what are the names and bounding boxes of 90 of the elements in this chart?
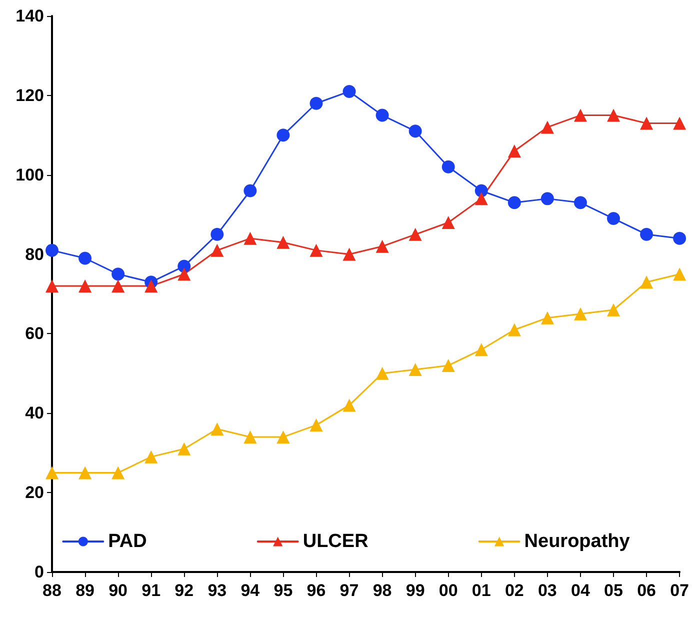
point xyxy=(112,268,125,281)
point xyxy=(310,244,323,257)
point xyxy=(607,212,620,226)
point xyxy=(574,307,587,320)
point xyxy=(210,422,224,436)
x-tick-label: 98 xyxy=(372,581,392,600)
y-tick-label: 140 xyxy=(16,6,44,26)
point xyxy=(474,192,488,206)
y-tick-label: 60 xyxy=(25,324,44,344)
x-tick-label: 89 xyxy=(76,581,94,600)
point xyxy=(78,466,92,480)
point xyxy=(442,358,455,372)
point xyxy=(244,232,257,245)
x-tick-label: 01 xyxy=(472,581,491,600)
x-tick-label: 91 xyxy=(142,581,161,600)
point xyxy=(540,192,554,206)
point xyxy=(640,276,654,289)
point xyxy=(606,303,620,316)
point xyxy=(508,323,521,336)
point xyxy=(46,280,58,293)
y-tick-label: 100 xyxy=(16,165,44,184)
point xyxy=(474,184,488,198)
point xyxy=(178,442,191,456)
point xyxy=(244,184,257,198)
y-tick-label: 80 xyxy=(25,244,44,264)
x-tick-label: 04 xyxy=(571,581,590,600)
point xyxy=(276,430,290,444)
point xyxy=(574,196,587,210)
x-tick-label: 02 xyxy=(504,581,524,600)
legend-label: Neuropathy xyxy=(524,531,630,552)
point xyxy=(112,466,125,480)
point xyxy=(508,196,521,210)
x-tick-label: 92 xyxy=(174,581,194,600)
y-tick-label: 0 xyxy=(34,562,44,582)
point xyxy=(144,280,158,293)
point xyxy=(442,216,455,230)
point xyxy=(408,362,422,376)
legend-label: ULCER xyxy=(302,531,369,552)
point xyxy=(342,84,356,98)
x-tick-label: 95 xyxy=(274,581,293,600)
x-tick-label: 94 xyxy=(240,581,260,600)
point xyxy=(474,343,488,356)
x-tick-label: 00 xyxy=(438,581,458,600)
y-tick-label: 120 xyxy=(16,86,44,105)
point xyxy=(144,450,158,464)
point xyxy=(112,280,125,293)
point xyxy=(342,398,356,412)
point xyxy=(310,96,323,110)
point xyxy=(46,466,58,480)
point xyxy=(640,228,654,241)
point xyxy=(46,244,58,257)
point xyxy=(606,108,620,122)
point xyxy=(342,248,356,261)
legend-label: PAD xyxy=(108,531,147,552)
point xyxy=(673,268,686,281)
x-tick-label: 97 xyxy=(340,581,359,600)
point xyxy=(178,268,191,281)
x-tick-label: 93 xyxy=(208,581,227,600)
point xyxy=(178,260,191,273)
x-tick-label: 03 xyxy=(538,581,557,600)
point xyxy=(442,160,455,174)
point xyxy=(276,128,290,142)
point xyxy=(508,144,521,158)
point xyxy=(540,311,554,324)
point xyxy=(376,108,389,122)
point xyxy=(78,252,92,265)
point xyxy=(408,124,422,138)
point xyxy=(574,108,587,122)
point xyxy=(210,228,224,241)
x-tick-label: 06 xyxy=(637,581,656,600)
point xyxy=(210,244,224,257)
point xyxy=(673,116,686,130)
point xyxy=(310,418,323,432)
point xyxy=(276,236,290,249)
x-tick-label: 99 xyxy=(406,581,425,600)
point xyxy=(408,228,422,241)
y-tick-label: 40 xyxy=(25,404,44,423)
point xyxy=(78,280,92,293)
x-tick-label: 05 xyxy=(604,581,623,600)
x-tick-label: 88 xyxy=(42,581,62,600)
y-tick-label: 20 xyxy=(25,483,44,502)
point xyxy=(376,366,389,380)
point xyxy=(244,430,257,444)
point xyxy=(640,116,654,130)
point xyxy=(376,240,389,253)
x-tick-label: 90 xyxy=(108,581,128,600)
point xyxy=(673,232,686,245)
point xyxy=(540,120,554,134)
x-tick-label: 07 xyxy=(670,581,690,600)
x-tick-label: 96 xyxy=(306,581,326,600)
